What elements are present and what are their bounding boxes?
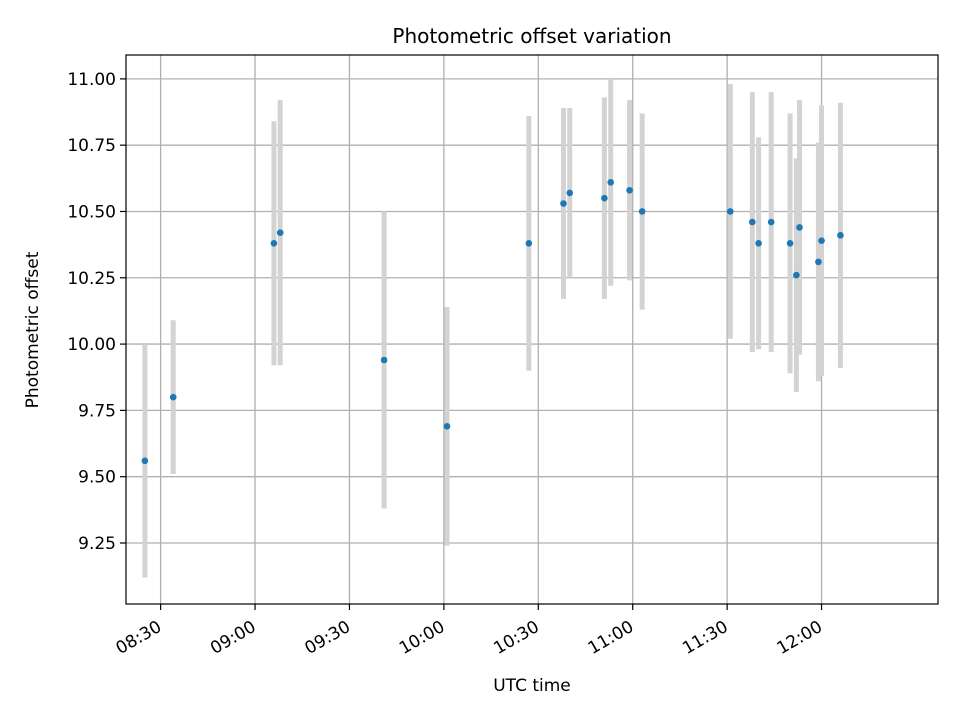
data-point <box>560 200 567 207</box>
y-tick-label: 10.75 <box>67 136 116 156</box>
x-tick-label: 10:30 <box>490 617 542 659</box>
y-tick-label: 10.25 <box>67 269 116 289</box>
y-tick-label: 9.75 <box>78 401 116 421</box>
data-point <box>443 423 451 430</box>
x-axis-label: UTC time <box>493 676 571 696</box>
data-point <box>525 240 533 247</box>
x-tick-label: 09:00 <box>207 617 259 659</box>
x-axis: 08:30 09:00 09:30 10:00 10:30 11:00 11:30 12:00 <box>113 604 826 659</box>
data-point <box>749 218 756 226</box>
y-tick-label: 9.50 <box>78 468 116 488</box>
x-tick-label: 12:00 <box>774 617 826 659</box>
data-point <box>141 457 149 465</box>
data-point <box>837 232 844 239</box>
data-point <box>793 271 800 279</box>
y-axis-label: Photometric offset <box>23 251 43 408</box>
data-point <box>815 258 822 266</box>
y-tick-label: 10.50 <box>67 202 116 222</box>
data-point <box>767 218 775 226</box>
data-point <box>796 224 803 231</box>
data-point <box>818 237 825 244</box>
data-point <box>726 208 734 215</box>
x-tick-label: 11:00 <box>585 617 637 659</box>
y-axis: 9.25 9.50 9.75 10.00 10.25 10.50 10.75 11.00 <box>67 70 126 554</box>
plot-frame <box>125 54 939 605</box>
data-point <box>169 393 177 401</box>
x-tick-label: 11:30 <box>679 617 731 659</box>
data-point <box>755 240 762 247</box>
y-tick-label: 11.00 <box>67 70 116 90</box>
data-point <box>638 208 646 215</box>
data-point <box>626 186 633 194</box>
grid-lines <box>126 55 938 604</box>
y-tick-label: 10.00 <box>67 335 116 355</box>
y-tick-label: 9.25 <box>78 534 116 554</box>
data-point <box>786 240 794 247</box>
data-point <box>380 356 388 364</box>
x-tick-label: 08:30 <box>113 617 165 659</box>
error-bars <box>142 78 843 578</box>
x-tick-label: 10:00 <box>396 617 448 659</box>
chart-title: Photometric offset variation <box>392 24 671 48</box>
data-point <box>607 179 614 186</box>
data-point <box>566 189 574 197</box>
data-point <box>276 229 284 236</box>
x-tick-label: 09:30 <box>302 617 354 659</box>
data-point <box>270 240 278 247</box>
data-points <box>141 179 844 465</box>
data-point <box>601 194 608 202</box>
